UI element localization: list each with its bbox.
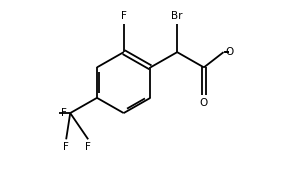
Text: F: F: [85, 142, 91, 152]
Text: F: F: [121, 11, 127, 21]
Text: Br: Br: [171, 11, 183, 21]
Text: O: O: [200, 98, 208, 108]
Text: O: O: [225, 47, 234, 57]
Text: F: F: [61, 108, 67, 118]
Text: F: F: [63, 142, 69, 152]
